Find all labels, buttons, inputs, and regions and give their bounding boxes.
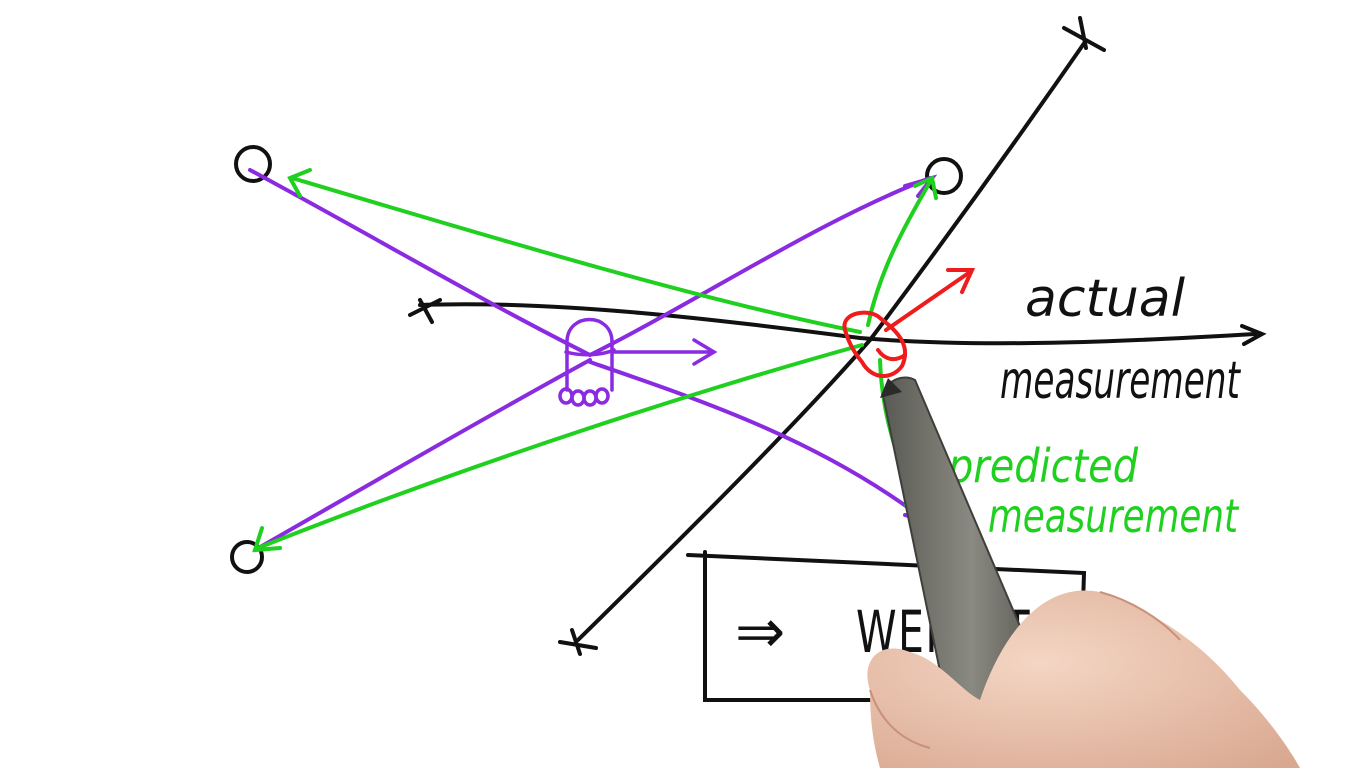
axis-end-cross-bottom: [560, 630, 596, 654]
predicted-measurement-label: measurement: [988, 489, 1240, 543]
axis-end-cross-top: [1064, 18, 1104, 50]
actual-measurement-label: measurement: [1000, 351, 1241, 411]
axes: [410, 18, 1262, 654]
predicted-label: predicted: [947, 439, 1139, 493]
diagonal-axis: [578, 42, 1085, 640]
implies-arrow-icon: ⇒: [735, 597, 785, 667]
actual-label: actual: [1025, 269, 1186, 329]
actual-measurement-lines: [250, 170, 932, 550]
